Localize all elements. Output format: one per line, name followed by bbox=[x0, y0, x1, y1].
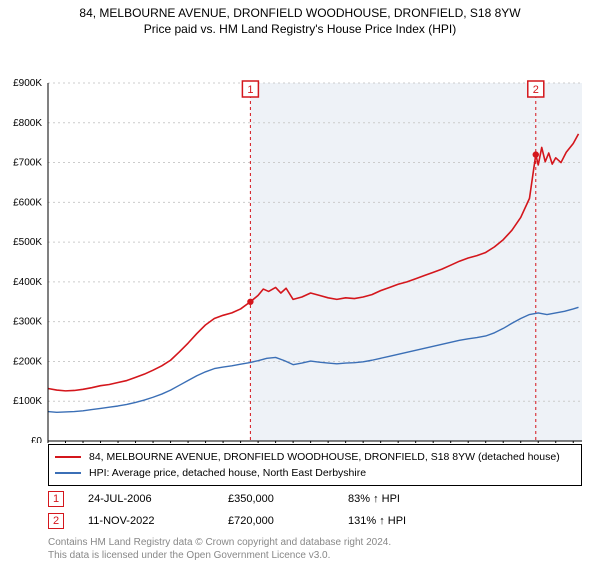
sale-row-marker: 2 bbox=[48, 513, 64, 529]
chart-title: 84, MELBOURNE AVENUE, DRONFIELD WOODHOUS… bbox=[0, 0, 600, 41]
y-tick-label: £900K bbox=[13, 78, 42, 89]
sale-row: 1 24-JUL-2006£350,00083% ↑ HPI bbox=[48, 488, 488, 510]
footer-line-2: This data is licensed under the Open Gov… bbox=[48, 549, 391, 562]
footer-attribution: Contains HM Land Registry data © Crown c… bbox=[48, 536, 391, 562]
sale-marker-number: 2 bbox=[533, 84, 539, 96]
title-line-2: Price paid vs. HM Land Registry's House … bbox=[0, 22, 600, 38]
legend-item: HPI: Average price, detached house, Nort… bbox=[55, 465, 575, 481]
legend: 84, MELBOURNE AVENUE, DRONFIELD WOODHOUS… bbox=[48, 444, 582, 486]
sale-row-price: £350,000 bbox=[228, 493, 348, 505]
y-tick-label: £400K bbox=[13, 277, 42, 288]
y-tick-label: £100K bbox=[13, 396, 42, 407]
legend-swatch bbox=[55, 472, 81, 474]
sale-marker-number: 1 bbox=[247, 84, 253, 96]
y-tick-label: £300K bbox=[13, 317, 42, 328]
sales-table: 1 24-JUL-2006£350,00083% ↑ HPI 2 11-NOV-202… bbox=[48, 488, 488, 532]
sale-row-price: £720,000 bbox=[228, 515, 348, 527]
legend-label: HPI: Average price, detached house, Nort… bbox=[89, 467, 366, 479]
y-tick-label: £200K bbox=[13, 357, 42, 368]
sale-row-pct: 131% ↑ HPI bbox=[348, 515, 488, 527]
sale-row-date: 24-JUL-2006 bbox=[88, 493, 228, 505]
legend-item: 84, MELBOURNE AVENUE, DRONFIELD WOODHOUS… bbox=[55, 449, 575, 465]
y-tick-label: £600K bbox=[13, 198, 42, 209]
y-tick-label: £700K bbox=[13, 158, 42, 169]
sale-row: 2 11-NOV-2022£720,000131% ↑ HPI bbox=[48, 510, 488, 532]
chart-container: 84, MELBOURNE AVENUE, DRONFIELD WOODHOUS… bbox=[0, 0, 600, 560]
sale-row-date: 11-NOV-2022 bbox=[88, 515, 228, 527]
footer-line-1: Contains HM Land Registry data © Crown c… bbox=[48, 536, 391, 549]
sale-row-marker: 1 bbox=[48, 491, 64, 507]
legend-swatch bbox=[55, 456, 81, 458]
sale-row-pct: 83% ↑ HPI bbox=[348, 493, 488, 505]
shaded-region bbox=[250, 83, 582, 441]
y-tick-label: £800K bbox=[13, 118, 42, 129]
legend-label: 84, MELBOURNE AVENUE, DRONFIELD WOODHOUS… bbox=[89, 451, 560, 463]
chart-svg: £0 £100K £200K £300K £400K £500K £600K £700K £80… bbox=[0, 41, 600, 443]
title-line-1: 84, MELBOURNE AVENUE, DRONFIELD WOODHOUS… bbox=[0, 6, 600, 22]
y-tick-label: £0 bbox=[31, 436, 43, 443]
y-tick-label: £500K bbox=[13, 237, 42, 248]
